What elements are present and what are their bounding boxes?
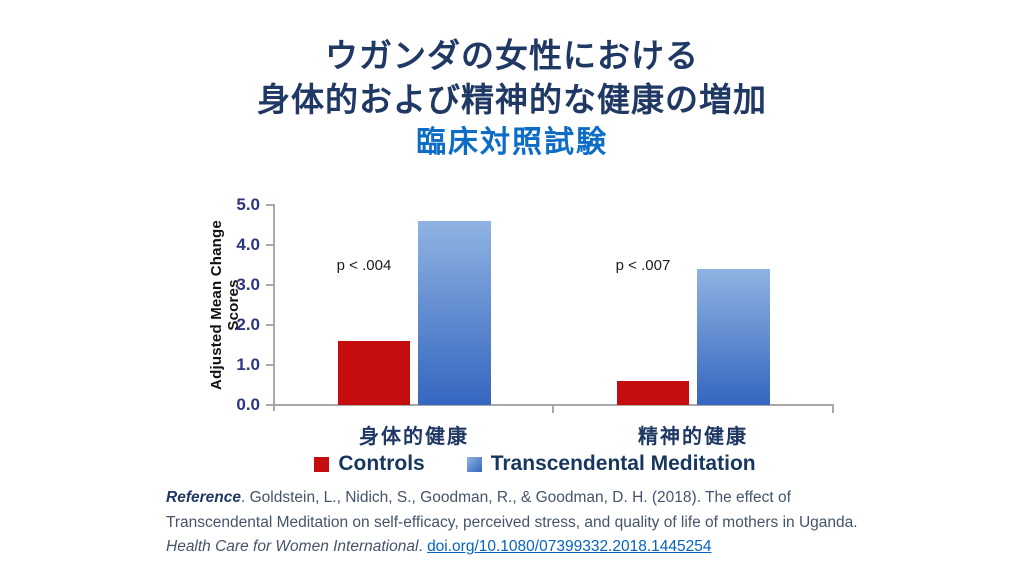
legend-swatch-transcendental-meditation — [466, 456, 482, 472]
bar-transcendental-meditation-0 — [418, 221, 491, 405]
chart-legend: Controls Transcendental Meditation — [165, 452, 905, 476]
legend-swatch-controls — [314, 456, 330, 472]
plot-area: p < .004 p < .007 — [275, 205, 832, 405]
y-tick-label-5.0: 5.0 — [236, 195, 260, 214]
x-axis-tick-right — [832, 404, 834, 413]
legend-label-transcendental-meditation: Transcendental Meditation — [490, 452, 756, 475]
title-block: ウガンダの女性における 身体的および精神的な健康の増加 臨床対照試験 — [0, 34, 1024, 164]
x-category-label-1: 精神的健康 — [638, 426, 748, 448]
bar-controls-1 — [617, 381, 689, 405]
x-axis-tick-mid — [552, 404, 554, 413]
y-tick-mark-4.0 — [266, 244, 275, 246]
y-axis-line — [273, 205, 275, 411]
y-tick-mark-5.0 — [266, 204, 275, 206]
reference-journal: Health Care for Women International — [166, 538, 419, 555]
legend-label-controls: Controls — [338, 452, 425, 475]
y-tick-mark-1.0 — [266, 364, 275, 366]
reference-text: Reference. Goldstein, L., Nidich, S., Go… — [166, 486, 892, 560]
y-axis-title: Adjusted Mean Change Scores — [208, 220, 242, 390]
legend-item-controls: Controls — [314, 452, 425, 476]
reference-label: Reference — [166, 489, 241, 506]
page-subtitle: 臨床対照試験 — [416, 126, 608, 159]
p-value-annotation-0: p < .004 — [336, 257, 392, 274]
x-category-label-0: 身体的健康 — [359, 426, 469, 448]
bar-controls-0 — [338, 341, 410, 405]
y-tick-label-1.0: 1.0 — [236, 355, 260, 374]
y-tick-label-3.0: 3.0 — [236, 275, 260, 294]
doi-link[interactable]: doi.org/10.1080/07399332.2018.1445254 — [427, 538, 712, 555]
y-tick-mark-0.0 — [266, 404, 275, 406]
y-tick-mark-2.0 — [266, 324, 275, 326]
y-tick-mark-3.0 — [266, 284, 275, 286]
bar-transcendental-meditation-1 — [697, 269, 770, 405]
y-tick-label-0.0: 0.0 — [236, 395, 260, 414]
reference-separator: . — [418, 538, 428, 555]
y-tick-label-4.0: 4.0 — [236, 235, 260, 254]
legend-item-transcendental-meditation: Transcendental Meditation — [466, 452, 756, 476]
y-tick-label-2.0: 2.0 — [236, 315, 260, 334]
reference-body: . Goldstein, L., Nidich, S., Goodman, R.… — [166, 489, 858, 531]
page-title-line-2: 身体的および精神的な健康の増加 — [257, 81, 767, 118]
page-title-line-1: ウガンダの女性における — [325, 37, 699, 74]
p-value-annotation-1: p < .007 — [615, 257, 671, 274]
